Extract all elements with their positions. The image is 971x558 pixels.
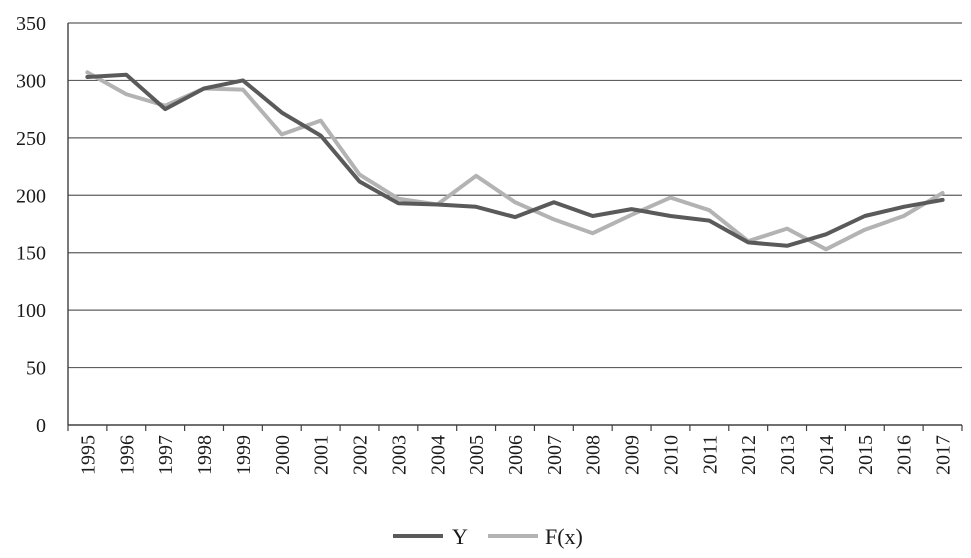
x-tick-label: 2006 — [505, 435, 527, 475]
x-tick-label: 2017 — [933, 435, 955, 475]
y-tick-label: 50 — [26, 358, 46, 380]
y-tick-label: 0 — [36, 415, 46, 437]
y-axis-tick-labels: 0 50 100 150 200 250 300 350 — [16, 13, 46, 437]
x-tick-label: 1995 — [77, 435, 99, 475]
x-tick-label: 2004 — [427, 435, 449, 475]
x-tick-label: 2008 — [583, 435, 605, 475]
x-tick-label: 2002 — [350, 435, 372, 475]
x-tick-label: 2010 — [660, 435, 682, 475]
x-axis-tick-labels: 1995 1996 1997 1998 1999 2000 2001 2002 2003 2004… — [77, 435, 954, 475]
legend-label: F(x) — [545, 524, 583, 549]
x-tick-label: 1998 — [194, 435, 216, 475]
x-tick-label: 2013 — [777, 435, 799, 475]
series-lines — [85, 70, 945, 252]
y-tick-label: 150 — [16, 243, 46, 265]
x-tick-label: 2009 — [622, 435, 644, 475]
y-tick-label: 300 — [16, 70, 46, 92]
y-tick-label: 200 — [16, 185, 46, 207]
x-tick-label: 2016 — [894, 435, 916, 475]
legend-label: Y — [452, 524, 468, 549]
axes — [67, 23, 963, 431]
x-tick-label: 1997 — [155, 435, 177, 475]
x-tick-label: 2014 — [816, 435, 838, 475]
x-tick-label: 2015 — [855, 435, 877, 475]
x-tick-label: 1996 — [116, 435, 138, 475]
y-tick-label: 250 — [16, 128, 46, 150]
series-line-y — [85, 72, 945, 248]
series-line-fx — [85, 70, 945, 252]
x-tick-label: 2005 — [466, 435, 488, 475]
x-tick-label: 2007 — [544, 435, 566, 475]
x-tick-label: 2000 — [272, 435, 294, 475]
legend: Y F(x) — [393, 524, 583, 549]
x-tick-label: 2003 — [388, 435, 410, 475]
x-tick-label: 2011 — [699, 435, 721, 474]
gridlines — [68, 22, 962, 369]
x-tick-label: 2001 — [311, 435, 333, 475]
x-tick-label: 2012 — [738, 435, 760, 475]
y-tick-label: 350 — [16, 13, 46, 35]
x-tick-label: 1999 — [233, 435, 255, 475]
y-tick-label: 100 — [16, 300, 46, 322]
